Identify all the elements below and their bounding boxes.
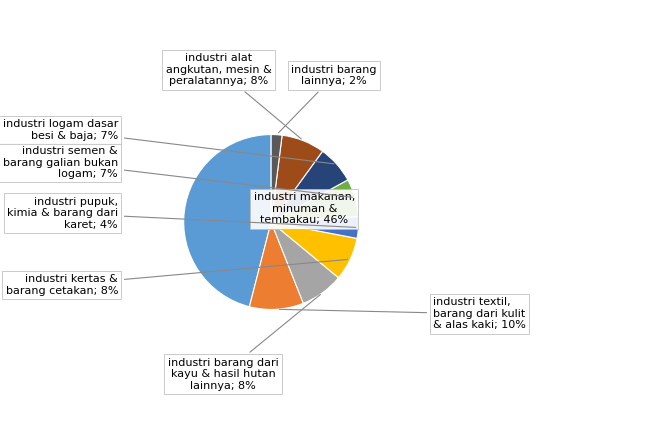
Text: industri alat
angkutan, mesin &
peralatannya; 8%: industri alat angkutan, mesin & peralata… xyxy=(166,53,301,139)
Wedge shape xyxy=(271,222,357,278)
Wedge shape xyxy=(249,222,303,309)
Text: industri textil,
barang dari kulit
& alas kaki; 10%: industri textil, barang dari kulit & ala… xyxy=(279,297,526,330)
Text: industri barang
lainnya; 2%: industri barang lainnya; 2% xyxy=(279,65,377,133)
Wedge shape xyxy=(271,180,358,222)
Text: industri makanan,
minuman &
tembakau; 46%: industri makanan, minuman & tembakau; 46… xyxy=(254,192,355,226)
Wedge shape xyxy=(271,135,323,222)
Wedge shape xyxy=(271,222,338,303)
Wedge shape xyxy=(271,135,282,222)
Wedge shape xyxy=(271,151,348,222)
Text: industri pupuk,
kimia & barang dari
karet; 4%: industri pupuk, kimia & barang dari kare… xyxy=(7,197,356,230)
Text: industri semen &
barang galian bukan
logam; 7%: industri semen & barang galian bukan log… xyxy=(3,146,352,197)
Text: industri kertas &
barang cetakan; 8%: industri kertas & barang cetakan; 8% xyxy=(6,259,348,296)
Text: industri logam dasar
besi & baja; 7%: industri logam dasar besi & baja; 7% xyxy=(3,119,334,164)
Wedge shape xyxy=(184,135,271,307)
Text: industri barang dari
kayu & hasil hutan
lainnya; 8%: industri barang dari kayu & hasil hutan … xyxy=(168,294,320,391)
Wedge shape xyxy=(271,217,359,238)
